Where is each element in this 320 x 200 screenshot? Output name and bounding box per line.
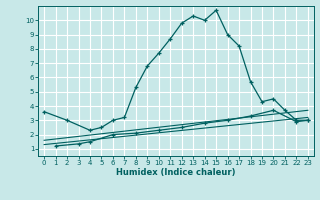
X-axis label: Humidex (Indice chaleur): Humidex (Indice chaleur) bbox=[116, 168, 236, 177]
